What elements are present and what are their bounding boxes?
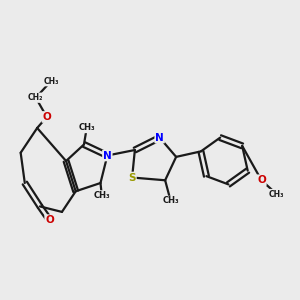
Text: O: O — [45, 215, 54, 225]
Text: CH₃: CH₃ — [78, 124, 95, 133]
Text: N: N — [155, 133, 164, 142]
Text: CH₃: CH₃ — [162, 196, 179, 206]
Text: CH₃: CH₃ — [94, 191, 110, 200]
Text: S: S — [128, 172, 136, 182]
Text: CH₂: CH₂ — [28, 93, 44, 102]
Text: CH₃: CH₃ — [269, 190, 284, 199]
Text: N: N — [103, 151, 112, 160]
Text: O: O — [42, 112, 51, 122]
Text: O: O — [257, 175, 266, 185]
Text: CH₃: CH₃ — [43, 77, 59, 86]
